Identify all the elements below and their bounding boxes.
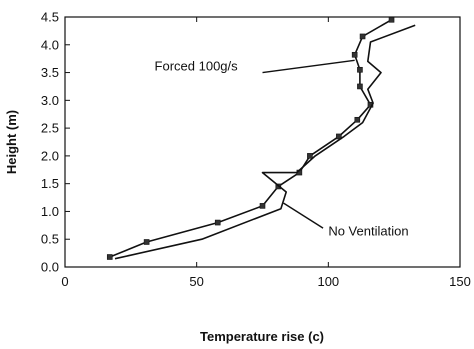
data-point-forced-100g-s [336,133,342,140]
y-tick-label: 1.0 [41,204,59,219]
y-tick-label: 2.0 [41,148,59,163]
y-tick-label: 2.5 [41,121,59,136]
annotation-pointer-no-ventilation [283,202,324,229]
data-point-forced-100g-s [106,254,113,260]
y-tick-label: 3.5 [41,65,59,80]
data-point-forced-100g-s [359,33,366,40]
y-tick-label: 0.5 [41,232,59,247]
data-point-forced-100g-s [357,66,363,73]
x-tick-label: 150 [449,274,471,289]
x-axis-title: Temperature rise (c) [200,329,324,344]
data-point-forced-100g-s [214,219,221,226]
y-tick-label: 1.5 [41,176,59,191]
plot-area [64,16,461,268]
y-tick-label: 3.0 [41,93,59,108]
data-point-forced-100g-s [354,116,361,123]
data-point-forced-100g-s [351,51,358,58]
data-point-forced-100g-s [357,83,363,90]
data-point-forced-100g-s [388,16,395,23]
data-point-forced-100g-s [307,153,313,159]
series-line-no-ventilation [114,24,416,260]
data-point-forced-100g-s [143,239,150,245]
annotation-pointer-forced-100g-s [262,59,355,74]
y-tick-label: 4.0 [41,37,59,52]
x-tick-label: 0 [61,274,68,289]
x-tick-label: 100 [317,274,339,289]
y-axis-title: Height (m) [4,110,19,174]
annotation-label-forced-100g-s: Forced 100g/s [155,58,239,73]
annotation-label-no-ventilation: No Ventilation [328,223,408,238]
series-line-forced-100g-s [109,19,392,258]
y-tick-label: 0.0 [41,260,59,275]
y-tick-label: 4.5 [41,10,59,25]
data-point-forced-100g-s [259,203,266,209]
x-tick-label: 50 [189,274,203,289]
